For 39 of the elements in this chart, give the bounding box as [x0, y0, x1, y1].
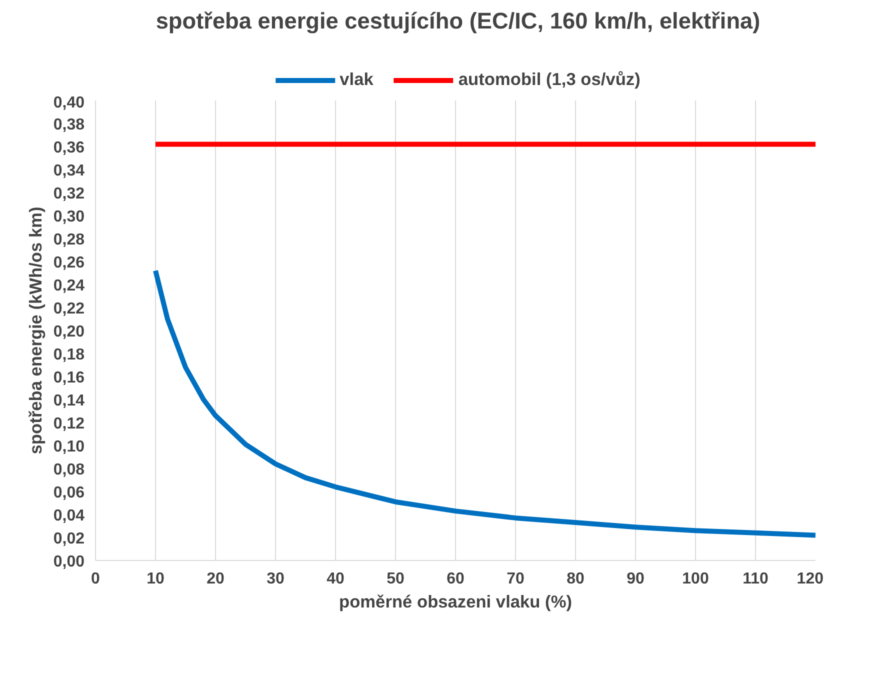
y-tick-label: 0,16	[53, 370, 85, 386]
y-tick-label: 0,32	[53, 186, 85, 202]
x-tick-label: 40	[326, 570, 344, 588]
y-tick-label: 0,00	[53, 554, 85, 570]
y-tick-label: 0,34	[53, 162, 85, 180]
y-tick-label: 0,02	[53, 530, 85, 548]
y-axis-title: spotřeba energie (kWh/os km)	[25, 206, 46, 454]
x-tick-label: 90	[626, 570, 644, 588]
y-tick-label: 0,30	[53, 208, 85, 226]
y-tick-label: 0,06	[53, 484, 85, 502]
x-tick-label: 60	[446, 570, 464, 588]
x-tick-label: 100	[682, 570, 709, 588]
y-tick-label: 0,12	[53, 416, 85, 432]
y-tick-label: 0,10	[53, 438, 85, 456]
x-tick-label: 10	[146, 570, 164, 588]
y-tick-label: 0,40	[53, 94, 85, 112]
x-tick-label: 0	[91, 570, 100, 588]
y-tick-label: 0,24	[53, 278, 85, 294]
y-tick-label: 0,28	[53, 232, 85, 248]
x-tick-label: 70	[506, 570, 524, 588]
legend-label: vlak	[340, 69, 374, 90]
y-tick-label: 0,14	[53, 392, 85, 410]
y-tick-label: 0,38	[53, 116, 85, 134]
y-tick-label: 0,18	[53, 346, 85, 364]
x-tick-label: 120	[796, 570, 824, 588]
x-tick-label: 50	[386, 570, 404, 588]
x-tick-label: 30	[266, 570, 284, 588]
x-axis-title: poměrné obsazeni vlaku (%)	[338, 592, 572, 612]
x-tick-label: 80	[566, 570, 584, 588]
legend-label: automobil (1,3 os/vůz)	[458, 69, 640, 90]
y-tick-label: 0,04	[53, 508, 85, 524]
y-tick-label: 0,08	[53, 462, 85, 478]
y-tick-label: 0,22	[53, 300, 85, 318]
y-tick-label: 0,26	[53, 254, 85, 272]
chart-title: spotřeba energie cestujícího (EC/IC, 160 km/h, elektřina)	[156, 8, 760, 34]
x-tick-label: 110	[742, 570, 769, 588]
y-tick-label: 0,20	[53, 324, 85, 340]
y-tick-label: 0,36	[53, 140, 85, 156]
x-tick-label: 20	[206, 570, 224, 588]
